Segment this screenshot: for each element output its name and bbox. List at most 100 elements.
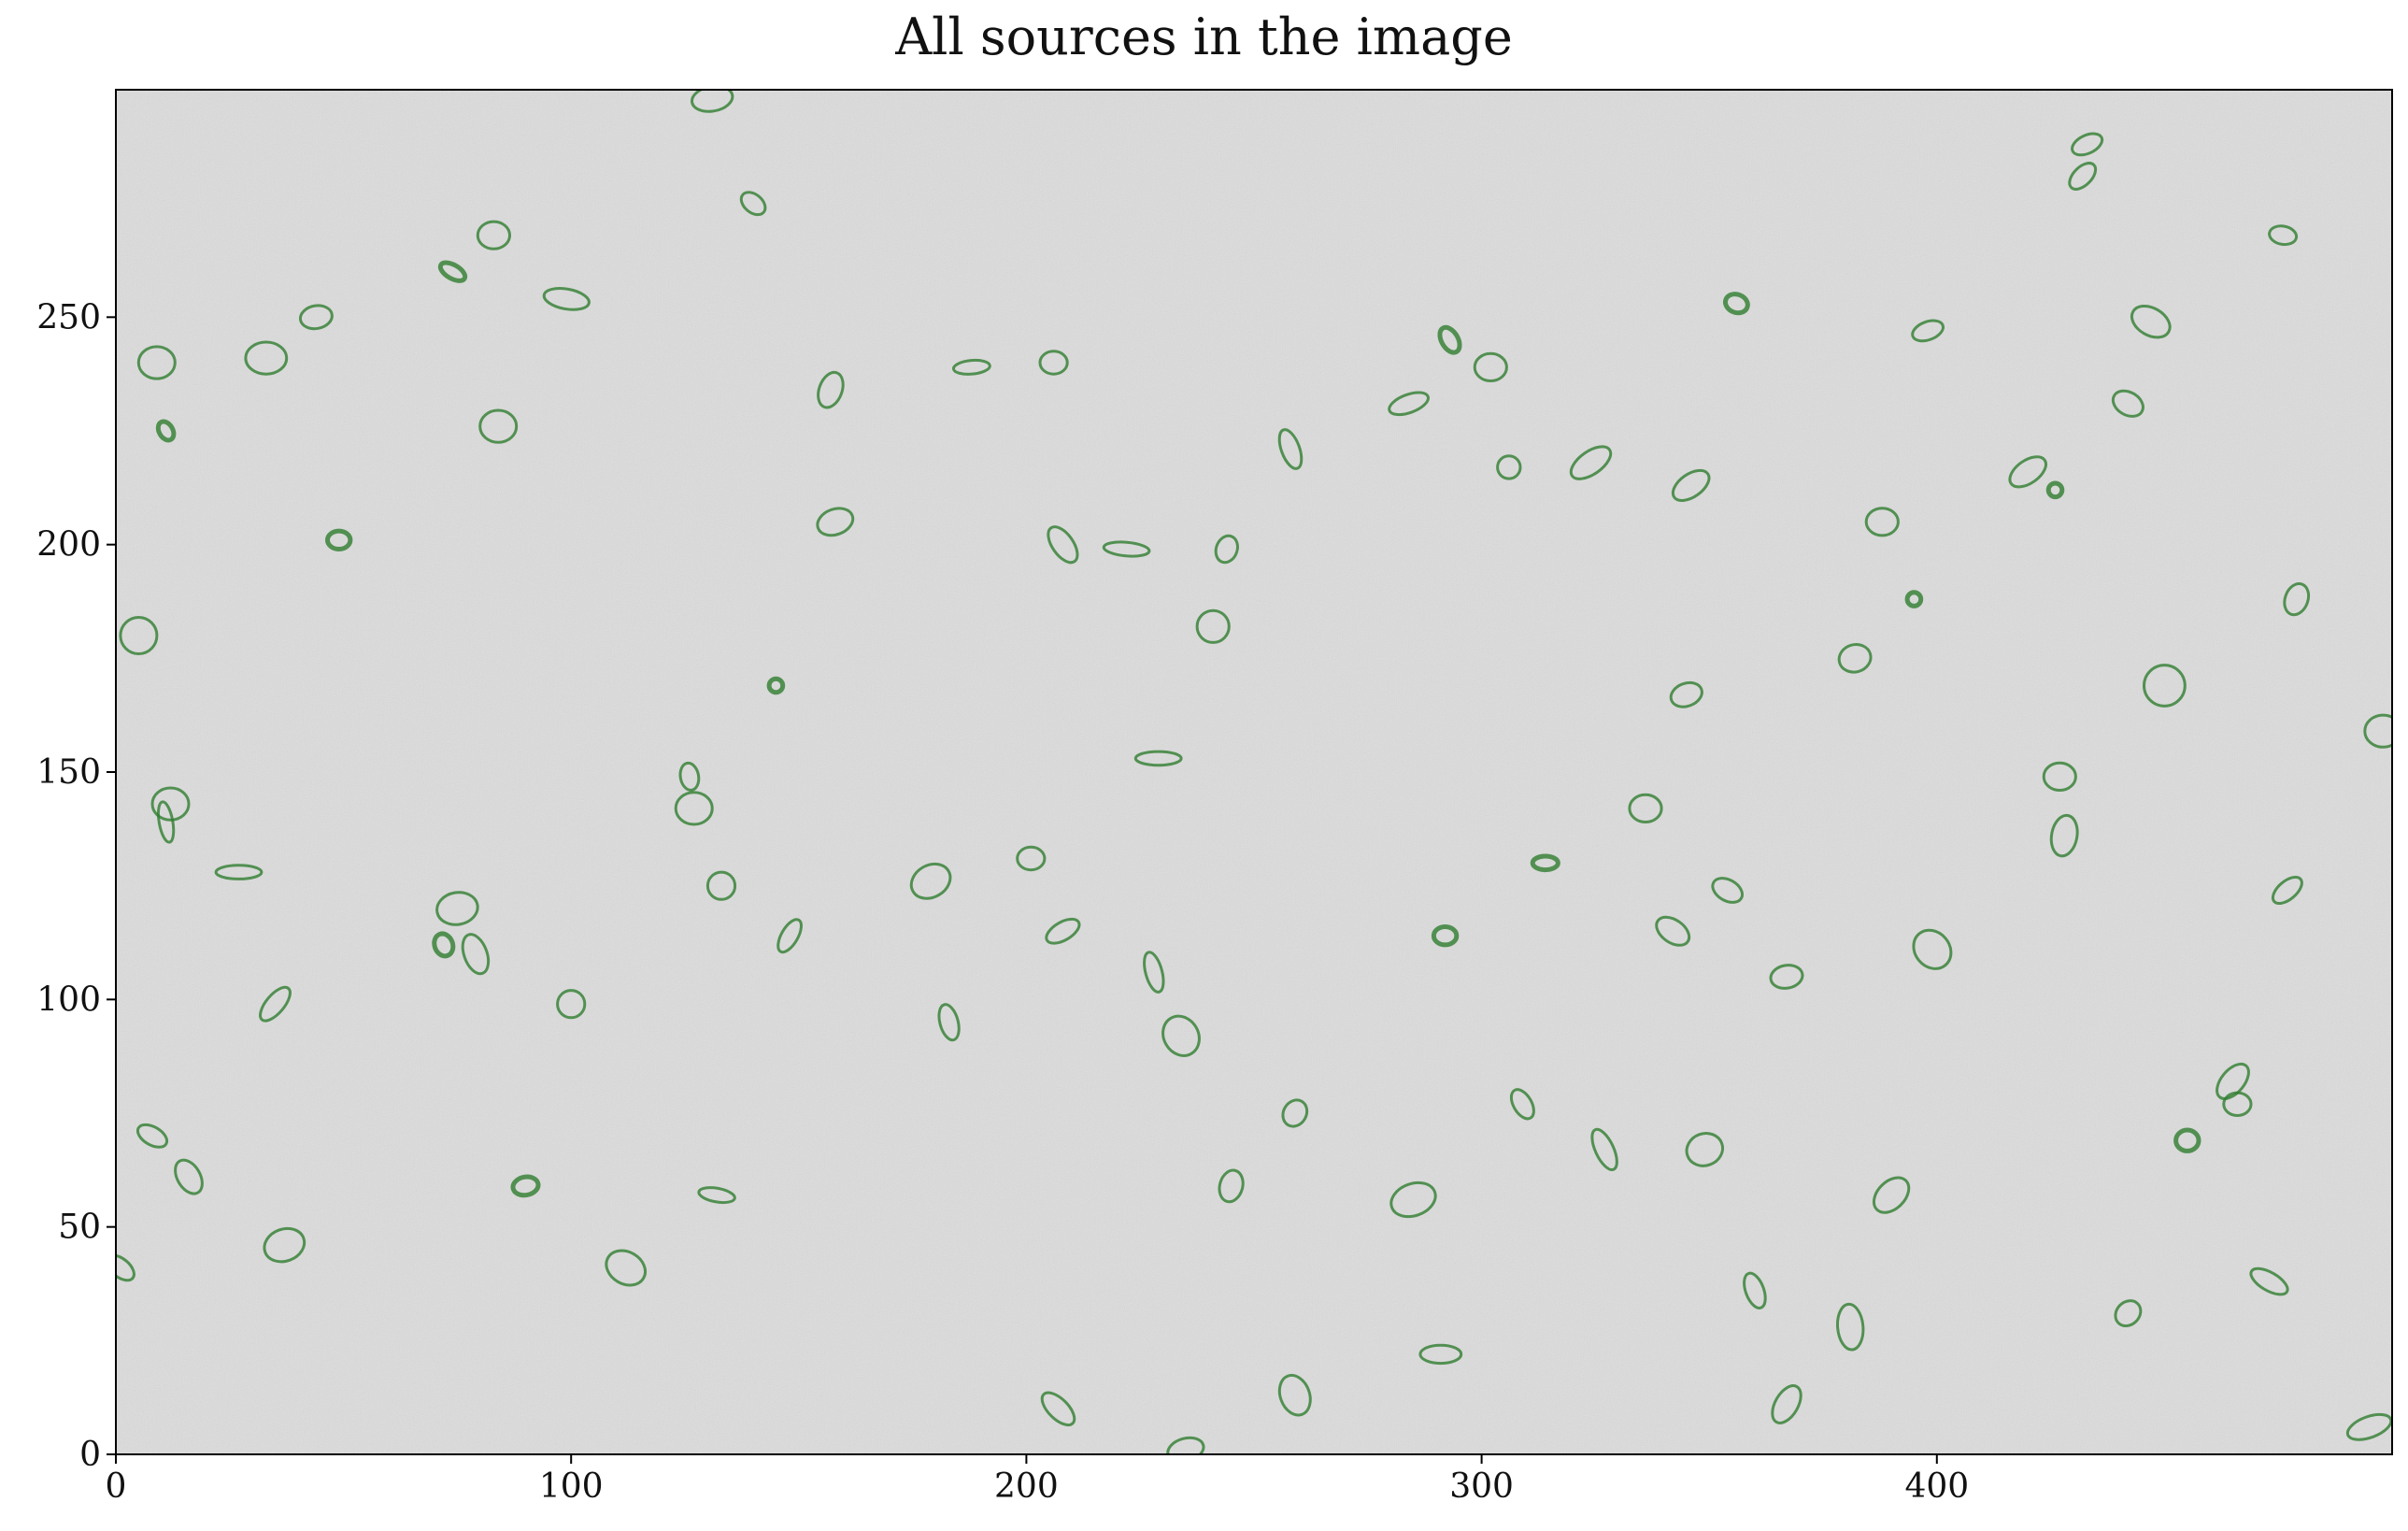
source-ellipse	[777, 918, 803, 954]
x-tick-label: 100	[539, 1467, 604, 1506]
source-ellipse	[1038, 350, 1069, 376]
source-ellipse	[1277, 1373, 1312, 1417]
source-ellipse	[697, 1186, 736, 1205]
source-ellipse	[432, 931, 456, 959]
source-ellipse	[1669, 680, 1703, 708]
source-ellipse	[437, 260, 468, 283]
y-tick-label: 150	[36, 753, 101, 792]
source-ellipse	[2111, 389, 2144, 418]
source-ellipse	[2045, 480, 2065, 500]
source-ellipse	[542, 287, 591, 311]
source-ellipse	[739, 191, 767, 217]
source-ellipse	[1143, 951, 1165, 994]
source-ellipse	[1102, 540, 1151, 558]
source-ellipse	[1771, 1384, 1802, 1424]
source-ellipse	[1569, 445, 1613, 480]
source-ellipse	[1388, 391, 1430, 417]
source-ellipse	[1473, 351, 1508, 382]
y-axis: 0 50 100 150 200 250	[36, 298, 116, 1474]
source-ellipse	[1277, 428, 1304, 470]
chart-title: All sources in the image	[895, 7, 1513, 66]
sources-layer	[116, 90, 2392, 1454]
source-ellipse	[817, 370, 845, 409]
source-ellipse	[2271, 875, 2303, 906]
source-ellipse	[1628, 793, 1663, 824]
source-ellipse	[136, 345, 177, 380]
y-tick-label: 250	[36, 298, 101, 336]
source-ellipse	[1016, 845, 1047, 872]
source-ellipse	[1045, 917, 1081, 945]
source-ellipse	[1281, 1098, 1309, 1128]
source-ellipse	[155, 419, 177, 443]
source-ellipse	[2173, 1127, 2201, 1153]
source-ellipse	[691, 90, 734, 113]
source-ellipse	[1769, 964, 1804, 990]
source-ellipse	[2068, 162, 2098, 191]
source-ellipse	[263, 1226, 306, 1264]
source-ellipse	[1389, 1180, 1437, 1219]
source-ellipse	[705, 870, 737, 901]
source-ellipse	[325, 528, 353, 551]
source-ellipse	[510, 1174, 541, 1198]
x-tick-label: 300	[1449, 1467, 1514, 1506]
x-tick-label: 400	[1904, 1467, 1969, 1506]
y-tick-label: 50	[58, 1209, 101, 1247]
source-ellipse	[2042, 761, 2077, 793]
source-ellipse	[2008, 455, 2047, 489]
x-tick-label: 200	[994, 1467, 1059, 1506]
source-ellipse	[1509, 1088, 1535, 1121]
source-ellipse	[244, 340, 289, 376]
source-ellipse	[174, 1158, 204, 1195]
source-ellipse	[951, 358, 991, 376]
source-ellipse	[2143, 664, 2187, 708]
source-ellipse	[2363, 713, 2392, 749]
image-background	[116, 90, 2392, 1454]
source-ellipse	[674, 791, 714, 826]
source-ellipse	[2114, 1299, 2143, 1328]
source-ellipse	[2071, 132, 2104, 157]
source-ellipse	[116, 1253, 135, 1282]
source-ellipse	[1911, 319, 1945, 343]
source-ellipse	[1166, 1436, 1205, 1454]
source-ellipse	[909, 862, 952, 900]
source-ellipse	[435, 891, 479, 926]
x-axis: 0 100 200 300 400	[106, 1454, 1969, 1506]
source-ellipse	[766, 676, 786, 695]
source-ellipse	[605, 1249, 648, 1287]
source-ellipse	[119, 616, 159, 655]
source-ellipse	[678, 761, 701, 792]
source-ellipse	[259, 985, 292, 1023]
y-tick-label: 0	[79, 1436, 101, 1474]
source-ellipse	[1711, 877, 1745, 904]
source-ellipse	[1496, 454, 1522, 480]
x-tick-label: 0	[106, 1467, 127, 1506]
source-ellipse	[1195, 608, 1231, 644]
source-ellipse	[556, 989, 587, 1020]
source-ellipse	[478, 408, 519, 444]
source-ellipse	[2216, 1062, 2250, 1100]
source-ellipse	[2283, 581, 2311, 617]
source-ellipse	[1743, 1271, 1767, 1309]
source-ellipse	[156, 800, 176, 844]
source-ellipse	[2345, 1412, 2392, 1441]
source-ellipse	[1133, 750, 1183, 767]
source-ellipse	[1722, 292, 1750, 316]
source-ellipse	[1040, 1391, 1076, 1427]
source-ellipse	[150, 786, 191, 822]
source-ellipse	[1872, 1176, 1911, 1214]
source-ellipse	[1214, 534, 1239, 565]
y-tick-label: 200	[36, 526, 101, 565]
source-ellipse	[1655, 915, 1691, 947]
source-ellipse	[2049, 813, 2079, 858]
source-ellipse	[2222, 1091, 2253, 1118]
source-ellipse	[1218, 1168, 1245, 1204]
source-ellipse	[1530, 853, 1560, 873]
source-ellipse	[1904, 590, 1924, 608]
source-ellipse	[135, 1123, 169, 1149]
source-ellipse	[476, 220, 512, 250]
source-ellipse	[214, 864, 264, 880]
source-ellipse	[816, 507, 855, 537]
source-ellipse	[1437, 324, 1462, 355]
y-tick-label: 100	[36, 980, 101, 1019]
